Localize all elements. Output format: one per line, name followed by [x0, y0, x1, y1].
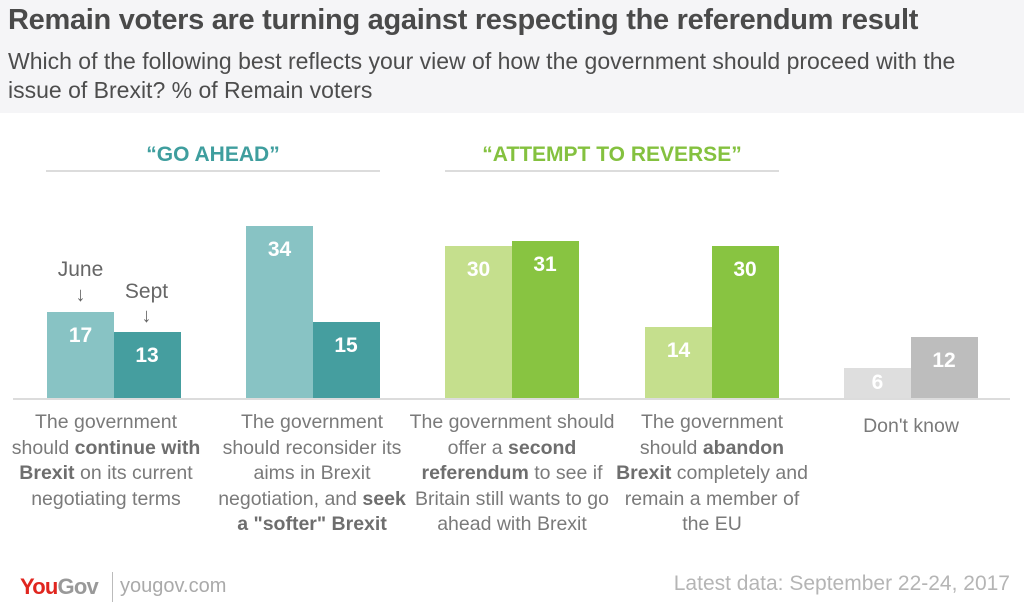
annotation-june: June [57, 258, 104, 281]
bar-value-label: 12 [932, 349, 956, 373]
annotation-sept: Sept [124, 280, 169, 303]
bar-june-0 [47, 312, 114, 398]
footer-date: Latest data: September 22-24, 2017 [673, 572, 1010, 595]
bar-june-3 [645, 327, 712, 398]
bar-value-label: 17 [68, 324, 93, 347]
arrow-down-icon: ↓ [75, 284, 86, 306]
bar-value-label: 14 [666, 339, 691, 363]
group-label-go-ahead: “GO AHEAD” [146, 143, 280, 166]
bar-sept-2 [511, 241, 579, 398]
category-label: The government should reconsider its aim… [218, 411, 406, 535]
footer-url: yougov.com [120, 575, 227, 597]
bar-value-label: 15 [334, 334, 358, 358]
bar-june-2 [445, 246, 512, 398]
header: Remain voters are turning against respec… [0, 0, 1024, 113]
bar-sept-4 [910, 337, 978, 398]
bar-sept-1 [312, 322, 380, 398]
x-axis-baseline [13, 398, 1010, 400]
bar-sept-0 [113, 332, 181, 398]
category-label: The government should continue with Brex… [11, 411, 201, 510]
bar-june-4 [844, 367, 911, 398]
chart-title: Remain voters are turning against respec… [8, 4, 919, 36]
chart-subtitle: Which of the following best reflects you… [8, 48, 956, 103]
category-label: The government should offer a second ref… [409, 411, 615, 535]
bar-value-label: 6 [871, 370, 884, 394]
bar-value-label: 31 [533, 253, 557, 277]
group-rule-attempt-to-reverse [445, 170, 779, 172]
bar-value-label: 30 [466, 258, 491, 282]
group-rule-go-ahead [46, 170, 380, 172]
group-label-attempt-to-reverse: “ATTEMPT TO REVERSE” [482, 143, 742, 166]
category-label: Don't know [863, 415, 959, 437]
category-label: The government should abandon Brexit com… [616, 411, 808, 535]
bar-value-label: 30 [733, 258, 757, 282]
arrow-down-icon: ↓ [141, 305, 152, 327]
bar-value-label: 13 [135, 344, 159, 368]
footer-divider [112, 572, 113, 602]
bar-value-label: 34 [267, 238, 292, 261]
bar-sept-3 [711, 246, 779, 398]
bar-june-1 [246, 226, 313, 398]
yougov-logo: YouGov [20, 574, 99, 599]
